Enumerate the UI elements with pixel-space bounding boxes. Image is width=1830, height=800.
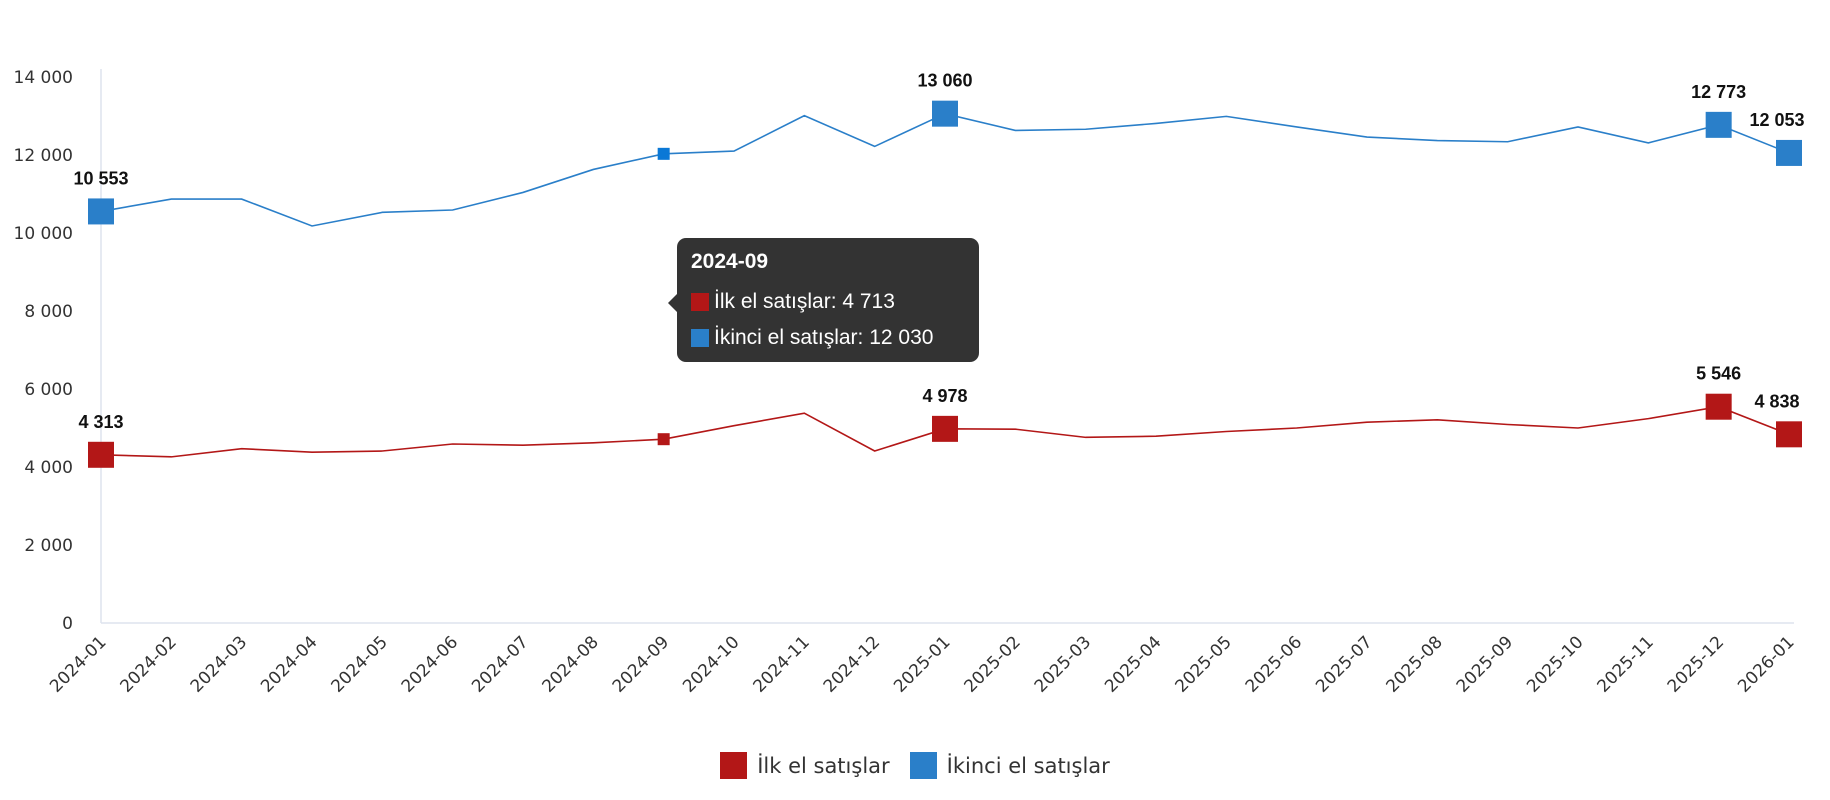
x-tick-label: 2024-02	[117, 632, 181, 696]
x-tick-label: 2024-11	[750, 632, 814, 696]
x-tick-label: 2024-04	[257, 632, 321, 696]
data-label: 5 546	[1696, 364, 1741, 384]
y-tick-label: 6 000	[24, 380, 73, 400]
x-tick-label: 2025-01	[890, 632, 954, 696]
series-swatch	[691, 329, 709, 347]
x-tick-label: 2025-02	[961, 632, 1025, 696]
x-tick-label: 2025-11	[1594, 632, 1658, 696]
y-tick-label: 8 000	[24, 302, 73, 322]
data-point-marker	[1705, 111, 1732, 138]
tooltip-row-text: İkinci el satışlar: 12 030	[714, 326, 934, 349]
x-tick-label: 2025-10	[1523, 632, 1587, 696]
x-tick-label: 2025-08	[1383, 632, 1447, 696]
legend-item-ilk-el[interactable]: İlk el satışlar	[720, 752, 890, 779]
data-point-marker	[1705, 393, 1732, 420]
y-tick-label: 2 000	[24, 536, 73, 556]
tooltip-row-ilk-el: İlk el satışlar: 4 713	[691, 284, 965, 320]
x-tick-label: 2025-03	[1031, 632, 1095, 696]
tooltip-title: 2024-09	[691, 250, 769, 273]
y-tick-label: 0	[62, 614, 73, 634]
x-tick-label: 2025-06	[1242, 632, 1306, 696]
data-point-marker	[88, 441, 114, 468]
y-tick-label: 4 000	[24, 458, 73, 478]
legend-item-ikinci-el[interactable]: İkinci el satışlar	[909, 752, 1110, 779]
data-label: 4 313	[78, 412, 123, 432]
x-tick-label: 2024-10	[679, 632, 743, 696]
x-tick-label: 2024-07	[468, 632, 532, 696]
series-swatch	[691, 293, 709, 311]
data-point-marker	[932, 415, 958, 442]
data-point-marker	[88, 198, 114, 225]
legend-swatch	[909, 752, 937, 779]
tooltip-row-text: İlk el satışlar: 4 713	[714, 290, 895, 313]
x-tick-label: 2025-09	[1453, 632, 1517, 696]
data-point-marker	[1776, 139, 1802, 166]
x-tick-label: 2025-07	[1312, 632, 1376, 696]
x-tick-label: 2025-04	[1101, 632, 1165, 696]
x-tick-label: 2024-01	[46, 632, 110, 696]
data-label: 4 838	[1754, 391, 1799, 411]
data-point-marker	[657, 147, 670, 160]
x-tick-label: 2024-12	[820, 632, 884, 696]
x-tick-label: 2024-06	[398, 632, 462, 696]
data-label: 10 553	[73, 168, 128, 188]
tooltip: 2024-09 İlk el satışlar: 4 713 İkinci el…	[668, 238, 979, 362]
data-point-marker	[1776, 421, 1802, 448]
legend-label: İkinci el satışlar	[946, 753, 1110, 778]
x-tick-label: 2024-05	[328, 632, 392, 696]
x-tick-label: 2024-03	[187, 632, 251, 696]
tooltip-row-ikinci-el: İkinci el satışlar: 12 030	[691, 320, 965, 356]
x-tick-label: 2024-08	[539, 632, 603, 696]
data-point-marker	[657, 433, 670, 446]
series-line-ikinci-el	[100, 112, 1790, 227]
data-label: 13 060	[917, 71, 972, 91]
y-tick-label: 10 000	[14, 224, 73, 244]
data-point-marker	[932, 100, 958, 127]
y-tick-label: 12 000	[14, 146, 73, 166]
legend: İlk el satışlar İkinci el satışlar	[0, 752, 1830, 779]
x-tick-label: 2024-09	[609, 632, 673, 696]
y-tick-label: 14 000	[14, 68, 73, 88]
x-tick-label: 2026-01	[1734, 632, 1798, 696]
x-tick-label: 2025-12	[1664, 632, 1728, 696]
data-label: 12 773	[1691, 82, 1746, 102]
data-label: 12 053	[1749, 110, 1804, 130]
x-tick-label: 2025-05	[1172, 632, 1236, 696]
legend-label: İlk el satışlar	[757, 753, 890, 778]
data-label: 4 978	[922, 386, 967, 406]
legend-swatch	[720, 752, 748, 779]
